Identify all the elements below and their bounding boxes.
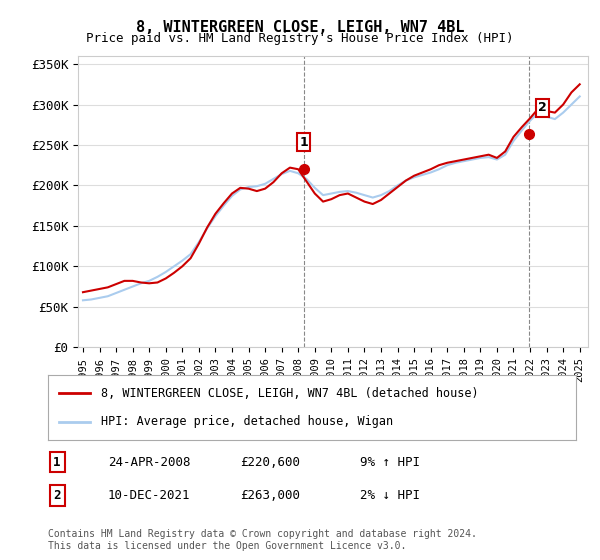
Text: 9% ↑ HPI: 9% ↑ HPI [360, 455, 420, 469]
Text: 1: 1 [299, 136, 308, 148]
Text: 2: 2 [538, 101, 547, 114]
Text: HPI: Average price, detached house, Wigan: HPI: Average price, detached house, Wiga… [101, 415, 393, 428]
Text: 1: 1 [53, 455, 61, 469]
Text: 2% ↓ HPI: 2% ↓ HPI [360, 489, 420, 502]
Text: Price paid vs. HM Land Registry's House Price Index (HPI): Price paid vs. HM Land Registry's House … [86, 32, 514, 45]
Text: £220,600: £220,600 [240, 455, 300, 469]
Text: 24-APR-2008: 24-APR-2008 [108, 455, 191, 469]
Text: 8, WINTERGREEN CLOSE, LEIGH, WN7 4BL (detached house): 8, WINTERGREEN CLOSE, LEIGH, WN7 4BL (de… [101, 387, 478, 400]
Text: 8, WINTERGREEN CLOSE, LEIGH, WN7 4BL: 8, WINTERGREEN CLOSE, LEIGH, WN7 4BL [136, 20, 464, 35]
Text: 10-DEC-2021: 10-DEC-2021 [108, 489, 191, 502]
Text: 2: 2 [53, 489, 61, 502]
Text: Contains HM Land Registry data © Crown copyright and database right 2024.
This d: Contains HM Land Registry data © Crown c… [48, 529, 477, 551]
Text: £263,000: £263,000 [240, 489, 300, 502]
